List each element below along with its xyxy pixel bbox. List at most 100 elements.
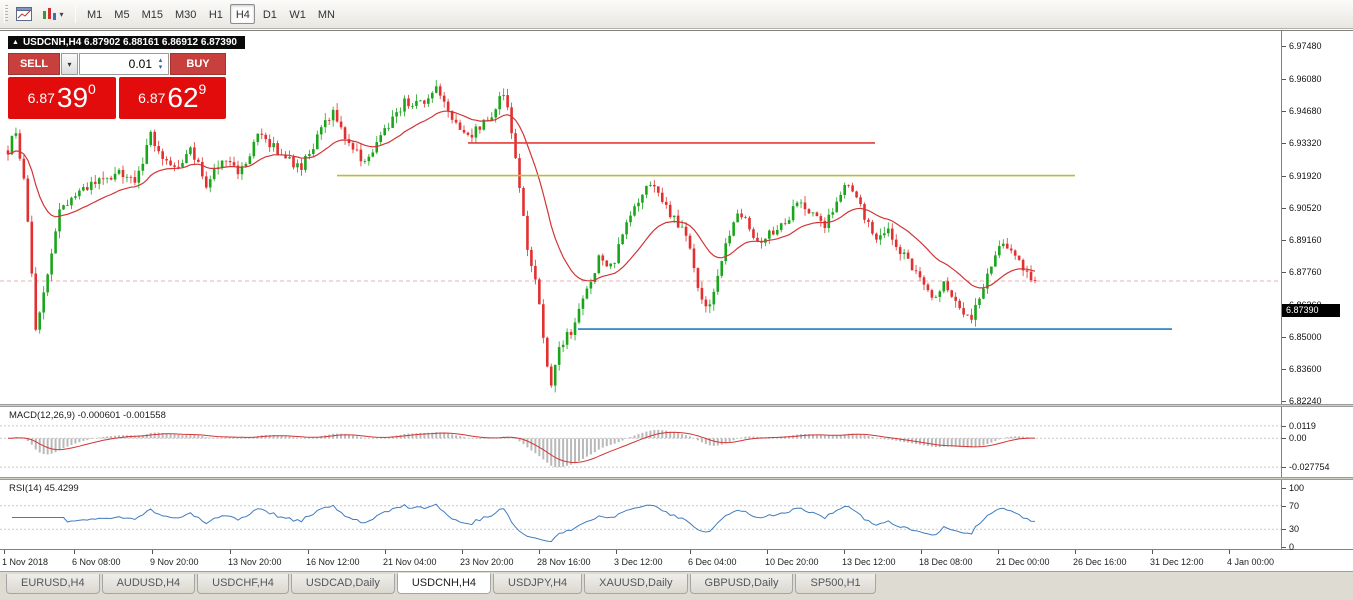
rsi-panel[interactable]: 100 70 30 0 RSI(14) 45.4299: [0, 480, 1353, 552]
time-label: 16 Nov 12:00: [306, 557, 360, 567]
panel-divider[interactable]: [0, 404, 1353, 407]
scale-tick: [1282, 240, 1286, 241]
time-label: 13 Dec 12:00: [842, 557, 896, 567]
buy-price-base: 6.87: [138, 90, 166, 106]
spinner-up-icon[interactable]: ▴: [158, 57, 163, 64]
scale-tick: [1282, 143, 1286, 144]
chart-style-icon[interactable]: ▾: [36, 3, 70, 25]
scale-label: 6.85000: [1289, 332, 1322, 342]
time-tick: [152, 550, 153, 554]
scale-label: 6.94680: [1289, 106, 1322, 116]
time-label: 9 Nov 20:00: [150, 557, 199, 567]
time-tick: [921, 550, 922, 554]
time-tick: [1229, 550, 1230, 554]
scale-label: 70: [1289, 501, 1300, 511]
timeframe-h4[interactable]: H4: [230, 4, 256, 24]
time-tick: [690, 550, 691, 554]
scale-label: 6.96080: [1289, 74, 1322, 84]
price-scale[interactable]: 6.97480 6.96080 6.94680 6.93320 6.91920 6.905…: [1281, 31, 1353, 406]
tab-sp500-h1[interactable]: SP500,H1: [795, 574, 876, 594]
sell-button[interactable]: SELL: [8, 53, 60, 75]
rsi-scale[interactable]: 100 70 30 0: [1281, 480, 1353, 552]
scale-tick: [1282, 272, 1286, 273]
tab-gbpusd-daily[interactable]: GBPUSD,Daily: [689, 574, 794, 594]
macd-scale[interactable]: 0.0119 0.00 -0.027754: [1281, 407, 1353, 477]
scale-tick: [1282, 426, 1286, 427]
sell-price-point: 0: [88, 81, 96, 97]
time-tick: [462, 550, 463, 554]
time-label: 21 Dec 00:00: [996, 557, 1050, 567]
time-label: 31 Dec 12:00: [1150, 557, 1204, 567]
timeframe-h1[interactable]: H1: [208, 9, 223, 21]
timeframe-mn[interactable]: MN: [317, 9, 335, 21]
price-chart-panel[interactable]: 6.97480 6.96080 6.94680 6.93320 6.91920 6.905…: [0, 30, 1353, 406]
toolbar-separator: [75, 5, 76, 23]
tab-audusd-h4[interactable]: AUDUSD,H4: [101, 574, 196, 594]
volume-spinner[interactable]: ▴ ▾: [155, 55, 166, 73]
scale-label: 6.93320: [1289, 138, 1322, 148]
buy-price-pips: 62: [167, 82, 199, 113]
tab-usdjpy-h4[interactable]: USDJPY,H4: [493, 574, 583, 594]
time-label: 6 Nov 08:00: [72, 557, 121, 567]
scale-tick: [1282, 176, 1286, 177]
scale-tick: [1282, 438, 1286, 439]
scale-tick: [1282, 208, 1286, 209]
tab-usdcad-daily[interactable]: USDCAD,Daily: [290, 574, 395, 594]
tab-eurusd-h4[interactable]: EURUSD,H4: [6, 574, 100, 594]
time-label: 28 Nov 16:00: [537, 557, 591, 567]
price-plot[interactable]: [0, 31, 1281, 405]
time-tick: [1152, 550, 1153, 554]
buy-price-point: 9: [198, 81, 207, 97]
spinner-down-icon[interactable]: ▾: [158, 64, 163, 71]
macd-plot: [0, 425, 1281, 468]
time-label: 21 Nov 04:00: [383, 557, 437, 567]
time-tick: [230, 550, 231, 554]
toolbar-grip[interactable]: [4, 5, 8, 23]
scale-tick: [1282, 337, 1286, 338]
buy-price-display[interactable]: 6.87 62 9: [118, 77, 226, 119]
buy-button[interactable]: BUY: [170, 53, 226, 75]
scale-label: 0: [1289, 542, 1295, 552]
volume-input[interactable]: 0.01 ▴ ▾: [79, 53, 169, 75]
chart-window-glyph: [16, 7, 32, 21]
sell-price-display[interactable]: 6.87 39 0: [8, 77, 116, 119]
time-label: 4 Jan 00:00: [1227, 557, 1275, 567]
chart-title: ▲ USDCNH,H4 6.87902 6.88161 6.86912 6.87…: [8, 36, 245, 49]
scale-tick: [1282, 369, 1286, 370]
one-click-trading-panel: SELL ▾ 0.01 ▴ ▾ BUY 6.87 39 0 6.87 62 9: [8, 53, 226, 119]
timeframe-m30[interactable]: M30: [174, 9, 197, 21]
tab-xauusd-daily[interactable]: XAUUSD,Daily: [584, 574, 688, 594]
scale-tick: [1282, 488, 1286, 489]
time-tick: [539, 550, 540, 554]
scale-tick: [1282, 506, 1286, 507]
timeframe-m1[interactable]: M1: [87, 9, 103, 21]
symbol-arrow-icon: ▲: [12, 39, 19, 46]
scale-label: 100: [1289, 483, 1305, 493]
toolbar: ▾ M1 M5 M15 M30 H1 H4 D1 W1 MN: [0, 0, 1353, 29]
trade-row: SELL ▾ 0.01 ▴ ▾ BUY: [8, 53, 226, 75]
timeframe-m5[interactable]: M5: [114, 9, 130, 21]
chart-tab-bar: EURUSD,H4 AUDUSD,H4 USDCHF,H4 USDCAD,Daily U…: [0, 571, 1353, 600]
time-tick: [74, 550, 75, 554]
panel-divider[interactable]: [0, 477, 1353, 480]
rsi-plot: [0, 503, 1281, 543]
tab-usdchf-h4[interactable]: USDCHF,H4: [197, 574, 289, 594]
macd-panel[interactable]: 0.0119 0.00 -0.027754 MACD(12,26,9) -0.000…: [0, 407, 1353, 477]
scale-label: 0.00: [1289, 433, 1307, 443]
time-label: 18 Dec 08:00: [919, 557, 973, 567]
trade-options-dropdown[interactable]: ▾: [61, 53, 78, 75]
chart-window-icon[interactable]: [12, 3, 36, 25]
time-tick: [998, 550, 999, 554]
time-axis[interactable]: 1 Nov 2018 6 Nov 08:00 9 Nov 20:00 13 Nov 2…: [0, 549, 1353, 571]
timeframe-w1[interactable]: W1: [289, 9, 306, 21]
timeframe-m15[interactable]: M15: [141, 9, 163, 21]
time-label: 23 Nov 20:00: [460, 557, 514, 567]
timeframe-d1[interactable]: D1: [262, 9, 277, 21]
scale-tick: [1282, 46, 1286, 47]
time-tick: [767, 550, 768, 554]
tab-usdcnh-h4[interactable]: USDCNH,H4: [396, 573, 492, 594]
time-label: 6 Dec 04:00: [688, 557, 737, 567]
scale-label: 6.89160: [1289, 235, 1322, 245]
time-tick: [385, 550, 386, 554]
macd-label: MACD(12,26,9) -0.000601 -0.001558: [9, 410, 166, 421]
